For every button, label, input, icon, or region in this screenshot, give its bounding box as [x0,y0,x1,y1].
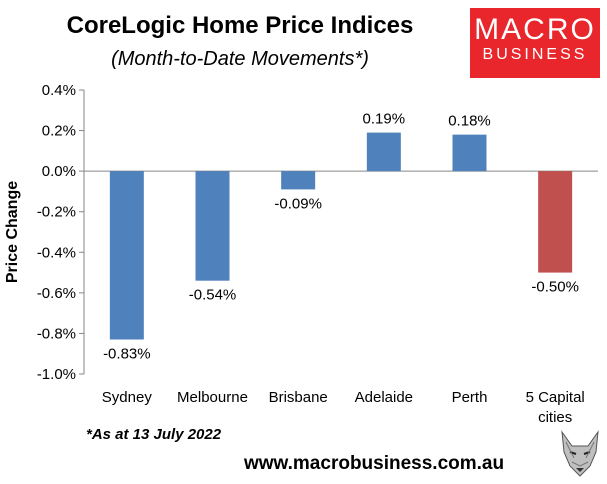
y-tick-label: 0.4% [42,82,76,99]
data-label: -0.50% [531,279,579,296]
fox-mascot-icon [556,428,604,478]
data-label: -0.09% [274,195,322,212]
chart-title: CoreLogic Home Price Indices [66,12,414,39]
y-axis-title: Price Change [4,181,21,283]
y-tick-label: -0.6% [37,285,76,302]
bar [195,171,230,281]
macrobusiness-logo: MACRO BUSINESS [470,8,600,78]
y-tick-label: -1.0% [37,366,76,383]
footnote: *As at 13 July 2022 [86,426,222,443]
data-label: 0.18% [448,113,491,130]
x-tick-label: Melbourne [177,389,248,406]
y-tick-label: 0.2% [42,123,76,140]
logo-line-1: MACRO [474,13,596,46]
data-label: 0.19% [363,111,406,128]
bar [281,171,316,190]
logo-line-2: BUSINESS [482,46,588,63]
y-tick-label: 0.0% [42,163,76,180]
bar [109,171,144,340]
x-tick-label: Perth [452,389,488,406]
bar [538,171,573,273]
data-label: -0.83% [103,346,151,363]
chart-subtitle: (Month-to-Date Movements*) [111,48,369,70]
x-tick-label: Sydney [102,389,153,406]
y-tick-label: -0.4% [37,244,76,261]
x-tick-label: Adelaide [355,389,413,406]
y-tick-label: -0.2% [37,204,76,221]
y-tick-label: -0.8% [37,325,76,342]
bar [366,132,401,172]
x-tick-label: Brisbane [269,389,328,406]
website-url: www.macrobusiness.com.au [244,453,505,474]
bar [452,134,487,172]
data-label: -0.54% [189,287,237,304]
x-tick-label: 5 Capital [526,389,585,406]
x-tick-label: cities [538,409,572,426]
